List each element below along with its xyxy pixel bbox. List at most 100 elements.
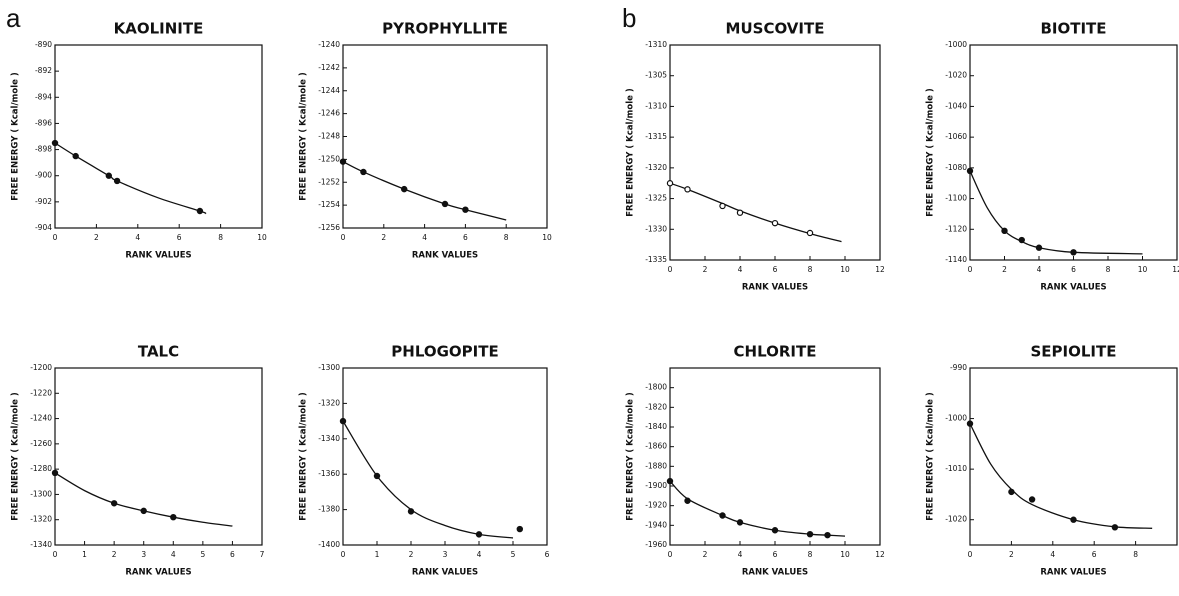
- subplot: KAOLINITE -890 -892 -894 -896 -898 -900 -902 -90…: [11, 20, 267, 261]
- y-tick-label: -1256: [318, 223, 340, 232]
- fit-curve: [342, 420, 514, 539]
- x-axis-label: RANK VALUES: [742, 283, 808, 293]
- y-axis-label: FREE ENERGY ( Kcal/mole ): [626, 88, 636, 217]
- y-tick-label: -1100: [945, 194, 967, 203]
- x-axis-label: RANK VALUES: [412, 568, 478, 578]
- y-tick-label: -1920: [645, 501, 667, 510]
- data-point: [441, 200, 449, 208]
- data-point: [966, 167, 974, 175]
- x-tick-label: 10: [840, 265, 850, 274]
- x-tick-label: 0: [668, 265, 673, 274]
- y-tick-label: -902: [35, 197, 52, 206]
- y-tick-label: -1330: [645, 224, 667, 233]
- data-point: [719, 512, 726, 519]
- y-tick-label: -990: [950, 363, 967, 372]
- y-tick-label: -1335: [645, 255, 667, 264]
- y-tick-label: -1340: [30, 540, 52, 549]
- x-tick-label: 3: [443, 550, 448, 559]
- data-point: [401, 185, 408, 193]
- data-point: [806, 229, 814, 237]
- x-axis-label: RANK VALUES: [742, 568, 808, 578]
- x-tick-label: 10: [840, 550, 850, 559]
- x-axis-label: RANK VALUES: [412, 251, 478, 261]
- data-point: [51, 139, 59, 147]
- y-tick-label: -1310: [645, 40, 667, 49]
- x-tick-label: 8: [808, 265, 813, 274]
- x-axis-label: RANK VALUES: [125, 568, 191, 578]
- x-tick-label: 6: [1071, 265, 1076, 274]
- x-tick-label: 1: [82, 550, 87, 559]
- x-tick-label: 12: [1172, 265, 1179, 274]
- data-point: [339, 158, 347, 165]
- x-axis-label: RANK VALUES: [1040, 568, 1106, 578]
- data-point: [771, 527, 779, 534]
- x-tick-label: 2: [703, 265, 708, 274]
- y-tick-label: -1315: [645, 132, 667, 141]
- y-tick-label: -1252: [318, 177, 340, 186]
- y-tick-label: -1300: [318, 363, 340, 372]
- data-point: [462, 206, 469, 213]
- x-tick-label: 8: [218, 233, 223, 242]
- y-tick-label: -1080: [945, 163, 967, 172]
- x-tick-label: 2: [381, 233, 386, 242]
- y-tick-label: -1020: [945, 71, 967, 80]
- subplot-title: PYROPHYLLITE: [382, 20, 508, 38]
- data-point: [1070, 249, 1077, 256]
- x-tick-label: 0: [341, 233, 346, 242]
- y-tick-label: -1244: [318, 86, 340, 95]
- fit-curve: [669, 480, 846, 537]
- data-point: [966, 420, 974, 427]
- x-tick-label: 4: [738, 550, 743, 559]
- x-tick-label: 2: [1002, 265, 1007, 274]
- data-point: [516, 525, 524, 533]
- x-axis-label: RANK VALUES: [125, 251, 191, 261]
- data-point: [1070, 516, 1077, 523]
- data-point: [72, 152, 79, 160]
- data-point: [719, 202, 726, 210]
- x-tick-label: 6: [177, 233, 182, 242]
- data-point: [196, 207, 204, 215]
- y-tick-label: -1220: [30, 388, 52, 397]
- y-tick-label: -892: [35, 66, 52, 75]
- subplot-title: CHLORITE: [734, 343, 817, 361]
- x-tick-label: 5: [511, 550, 516, 559]
- data-point: [736, 209, 744, 216]
- panel-label: a: [6, 3, 21, 33]
- subplot: PYROPHYLLITE -1240 -1242 -1244 -1246 -1248 -12…: [299, 20, 552, 261]
- plot-frame: [54, 367, 263, 546]
- fit-curve: [342, 161, 507, 221]
- plot-frame: [54, 44, 263, 229]
- x-tick-label: 6: [773, 550, 778, 559]
- data-point: [666, 180, 674, 187]
- x-tick-label: 5: [200, 550, 205, 559]
- x-tick-label: 0: [968, 550, 973, 559]
- data-point: [684, 497, 691, 504]
- y-tick-label: -1800: [645, 383, 667, 392]
- x-tick-label: 0: [341, 550, 346, 559]
- x-tick-label: 6: [463, 233, 468, 242]
- data-point: [1018, 236, 1025, 244]
- data-point: [113, 177, 121, 185]
- x-tick-label: 0: [968, 265, 973, 274]
- x-tick-label: 1: [375, 550, 380, 559]
- x-tick-label: 10: [257, 233, 267, 242]
- fit-curve: [969, 170, 1143, 255]
- y-tick-label: -1000: [945, 414, 967, 423]
- subplot: MUSCOVITE -1310 -1305 -1310 -1315 -1320 -1325 -…: [626, 20, 885, 293]
- y-tick-label: -1000: [945, 40, 967, 49]
- plot-frame: [342, 367, 548, 546]
- y-tick-label: -1320: [318, 398, 340, 407]
- y-tick-label: -1860: [645, 442, 667, 451]
- data-point: [684, 186, 691, 193]
- data-point: [475, 531, 483, 538]
- fit-curve: [54, 472, 233, 527]
- x-tick-label: 6: [230, 550, 235, 559]
- x-tick-label: 2: [112, 550, 117, 559]
- fit-curve: [669, 182, 842, 243]
- x-tick-label: 4: [477, 550, 482, 559]
- y-tick-label: -1280: [30, 464, 52, 473]
- y-tick-label: -1320: [30, 515, 52, 524]
- subplot-title: TALC: [138, 343, 179, 361]
- y-tick-label: -1260: [30, 439, 52, 448]
